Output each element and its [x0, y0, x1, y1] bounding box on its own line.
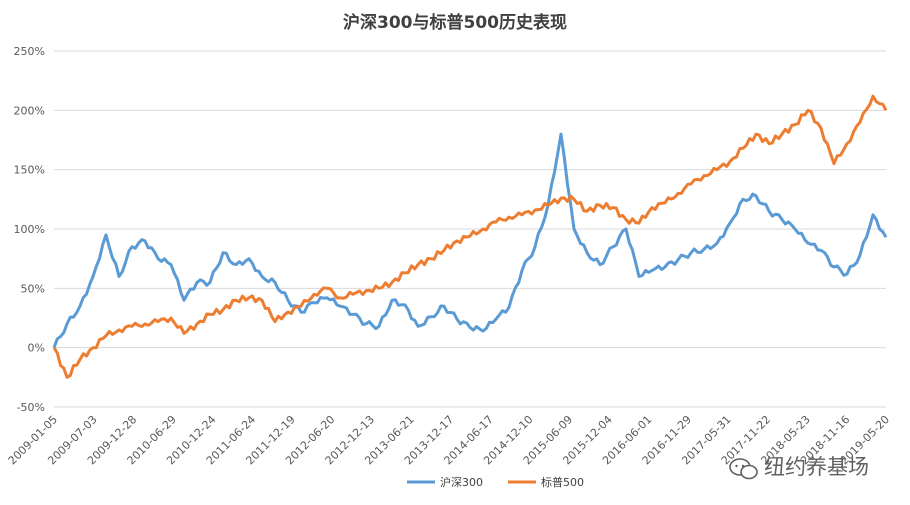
grid-lines: [54, 50, 886, 408]
y-tick-label: 150%: [14, 164, 45, 177]
legend-label: 标普500: [541, 475, 584, 489]
legend-label: 沪深300: [440, 475, 483, 489]
y-tick-label: 0%: [28, 342, 45, 355]
watermark: 纽约养基场: [729, 455, 869, 480]
wechat-icon: [729, 458, 758, 480]
y-tick-label: 50%: [21, 282, 45, 295]
series-lines: [52, 94, 888, 379]
series-line: [52, 94, 888, 379]
legend: 沪深300 标普500: [407, 475, 584, 489]
watermark-text: 纽约养基场: [764, 455, 869, 479]
y-tick-label: 100%: [14, 223, 45, 236]
x-axis: 2009-01-052009-07-032009-12-282010-06-29…: [6, 413, 892, 467]
y-tick-label: -50%: [17, 401, 45, 414]
y-axis: -50% 0% 50% 100% 150% 200% 250%: [14, 45, 45, 414]
series-line: [52, 132, 888, 349]
chart-title: 沪深300与标普500历史表现: [343, 12, 567, 33]
y-tick-label: 200%: [14, 104, 45, 117]
y-tick-label: 250%: [14, 45, 45, 58]
